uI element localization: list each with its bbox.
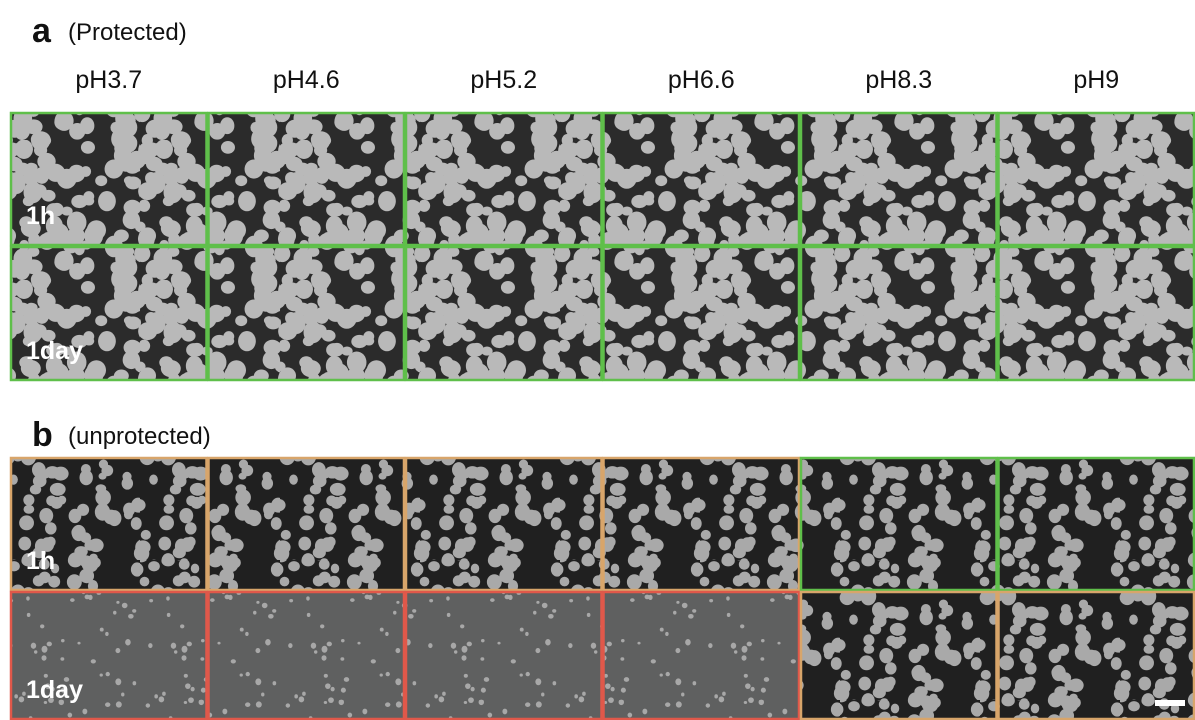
sem-image — [209, 247, 405, 380]
sem-image — [801, 592, 997, 719]
figure: pH3.7 pH4.6 pH5.2 pH6.6 pH8.3 pH9 a (Protected)… — [0, 0, 1195, 720]
sem-image — [406, 458, 602, 590]
column-label: pH8.3 — [865, 66, 932, 94]
sem-image — [406, 113, 602, 245]
sem-image — [209, 458, 405, 590]
row-label: 1day — [26, 337, 83, 365]
sem-image — [406, 592, 602, 719]
sem-image — [604, 592, 800, 719]
column-label: pH4.6 — [273, 66, 340, 94]
row-label: 1h — [26, 202, 55, 230]
row-label: 1day — [26, 676, 83, 704]
column-label: pH9 — [1073, 66, 1119, 94]
sem-image — [999, 247, 1195, 380]
sem-image — [604, 247, 800, 380]
sem-image — [604, 458, 800, 590]
row-label: 1h — [26, 547, 55, 575]
sem-image — [209, 113, 405, 245]
sem-image — [999, 458, 1195, 590]
panel-label: b — [32, 416, 53, 454]
panel-title: (Protected) — [68, 19, 187, 46]
column-label: pH6.6 — [668, 66, 735, 94]
scale-bar — [1155, 700, 1185, 706]
sem-image — [999, 592, 1195, 719]
sem-image — [801, 247, 997, 380]
column-label: pH5.2 — [470, 66, 537, 94]
sem-image — [801, 113, 997, 245]
panel-title: (unprotected) — [68, 423, 211, 450]
sem-image — [801, 458, 997, 590]
sem-image — [604, 113, 800, 245]
sem-image — [209, 592, 405, 719]
panel-label: a — [32, 12, 52, 50]
sem-image — [406, 247, 602, 380]
column-label: pH3.7 — [75, 66, 142, 94]
sem-image — [999, 113, 1195, 245]
